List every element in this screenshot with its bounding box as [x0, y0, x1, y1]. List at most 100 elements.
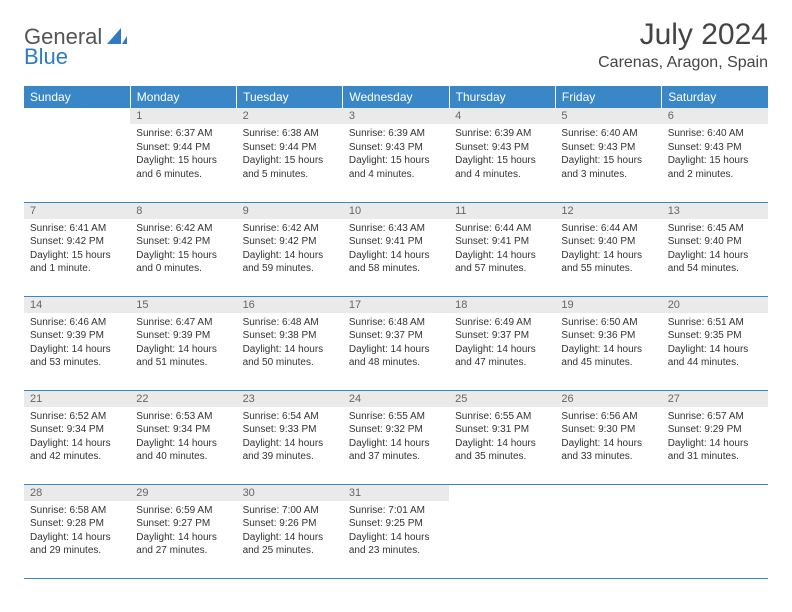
sunrise-text: Sunrise: 6:52 AM	[30, 410, 124, 424]
day-number: 16	[237, 297, 343, 313]
month-title: July 2024	[598, 18, 768, 52]
sunset-text: Sunset: 9:37 PM	[455, 329, 549, 343]
day-body	[662, 501, 768, 561]
day-number: 2	[237, 108, 343, 124]
daylight-text: Daylight: 14 hours and 37 minutes.	[349, 437, 443, 464]
daylight-text: Daylight: 14 hours and 54 minutes.	[668, 249, 762, 276]
calendar-day-cell: 30Sunrise: 7:00 AMSunset: 9:26 PMDayligh…	[237, 484, 343, 578]
weekday-header: Saturday	[662, 86, 768, 108]
sunrise-text: Sunrise: 6:42 AM	[243, 222, 337, 236]
day-body: Sunrise: 6:44 AMSunset: 9:41 PMDaylight:…	[449, 219, 555, 280]
sunrise-text: Sunrise: 6:58 AM	[30, 504, 124, 518]
calendar-day-cell: 7Sunrise: 6:41 AMSunset: 9:42 PMDaylight…	[24, 202, 130, 296]
day-body: Sunrise: 6:44 AMSunset: 9:40 PMDaylight:…	[555, 219, 661, 280]
weekday-header: Sunday	[24, 86, 130, 108]
daylight-text: Daylight: 14 hours and 40 minutes.	[136, 437, 230, 464]
day-body: Sunrise: 6:51 AMSunset: 9:35 PMDaylight:…	[662, 313, 768, 374]
day-body: Sunrise: 6:50 AMSunset: 9:36 PMDaylight:…	[555, 313, 661, 374]
calendar-day-cell: 18Sunrise: 6:49 AMSunset: 9:37 PMDayligh…	[449, 296, 555, 390]
day-number: 29	[130, 485, 236, 501]
calendar-day-cell: 9 Sunrise: 6:42 AMSunset: 9:42 PMDaylight…	[237, 202, 343, 296]
day-body: Sunrise: 6:59 AMSunset: 9:27 PMDaylight:…	[130, 501, 236, 562]
calendar-day-cell: 22Sunrise: 6:53 AMSunset: 9:34 PMDayligh…	[130, 390, 236, 484]
calendar-day-cell: 24Sunrise: 6:55 AMSunset: 9:32 PMDayligh…	[343, 390, 449, 484]
sunset-text: Sunset: 9:43 PM	[455, 141, 549, 155]
calendar-day-cell: 23Sunrise: 6:54 AMSunset: 9:33 PMDayligh…	[237, 390, 343, 484]
day-body: Sunrise: 6:39 AMSunset: 9:43 PMDaylight:…	[449, 124, 555, 185]
daylight-text: Daylight: 15 hours and 2 minutes.	[668, 154, 762, 181]
sunrise-text: Sunrise: 6:51 AM	[668, 316, 762, 330]
day-body: Sunrise: 6:45 AMSunset: 9:40 PMDaylight:…	[662, 219, 768, 280]
day-body: Sunrise: 6:43 AMSunset: 9:41 PMDaylight:…	[343, 219, 449, 280]
day-number: 12	[555, 203, 661, 219]
daylight-text: Daylight: 15 hours and 4 minutes.	[455, 154, 549, 181]
day-body: Sunrise: 6:42 AMSunset: 9:42 PMDaylight:…	[130, 219, 236, 280]
calendar-day-cell: 6Sunrise: 6:40 AMSunset: 9:43 PMDaylight…	[662, 108, 768, 202]
daylight-text: Daylight: 14 hours and 23 minutes.	[349, 531, 443, 558]
sunrise-text: Sunrise: 6:38 AM	[243, 127, 337, 141]
daylight-text: Daylight: 15 hours and 6 minutes.	[136, 154, 230, 181]
calendar-day-cell: 19Sunrise: 6:50 AMSunset: 9:36 PMDayligh…	[555, 296, 661, 390]
day-body: Sunrise: 6:58 AMSunset: 9:28 PMDaylight:…	[24, 501, 130, 562]
calendar-day-cell: 15Sunrise: 6:47 AMSunset: 9:39 PMDayligh…	[130, 296, 236, 390]
day-number: 21	[24, 391, 130, 407]
calendar-day-cell: 4Sunrise: 6:39 AMSunset: 9:43 PMDaylight…	[449, 108, 555, 202]
day-number: 1	[130, 108, 236, 124]
sunrise-text: Sunrise: 6:49 AM	[455, 316, 549, 330]
day-number: 24	[343, 391, 449, 407]
day-body: Sunrise: 6:47 AMSunset: 9:39 PMDaylight:…	[130, 313, 236, 374]
day-number: 9	[237, 203, 343, 219]
weekday-header-row: Sunday Monday Tuesday Wednesday Thursday…	[24, 86, 768, 108]
day-body: Sunrise: 6:49 AMSunset: 9:37 PMDaylight:…	[449, 313, 555, 374]
day-number	[662, 485, 768, 501]
sunset-text: Sunset: 9:29 PM	[668, 423, 762, 437]
daylight-text: Daylight: 14 hours and 31 minutes.	[668, 437, 762, 464]
sunset-text: Sunset: 9:37 PM	[349, 329, 443, 343]
sunrise-text: Sunrise: 6:39 AM	[349, 127, 443, 141]
logo-text-blue: Blue	[24, 44, 68, 70]
daylight-text: Daylight: 14 hours and 59 minutes.	[243, 249, 337, 276]
day-body: Sunrise: 6:46 AMSunset: 9:39 PMDaylight:…	[24, 313, 130, 374]
sunrise-text: Sunrise: 6:55 AM	[349, 410, 443, 424]
calendar-day-cell	[24, 108, 130, 202]
sunset-text: Sunset: 9:43 PM	[561, 141, 655, 155]
calendar-day-cell	[555, 484, 661, 578]
daylight-text: Daylight: 15 hours and 0 minutes.	[136, 249, 230, 276]
daylight-text: Daylight: 14 hours and 29 minutes.	[30, 531, 124, 558]
daylight-text: Daylight: 14 hours and 47 minutes.	[455, 343, 549, 370]
calendar-day-cell: 20Sunrise: 6:51 AMSunset: 9:35 PMDayligh…	[662, 296, 768, 390]
daylight-text: Daylight: 15 hours and 4 minutes.	[349, 154, 443, 181]
sunrise-text: Sunrise: 6:42 AM	[136, 222, 230, 236]
day-number: 31	[343, 485, 449, 501]
calendar-week-row: 1Sunrise: 6:37 AMSunset: 9:44 PMDaylight…	[24, 108, 768, 202]
sunset-text: Sunset: 9:32 PM	[349, 423, 443, 437]
sunrise-text: Sunrise: 6:44 AM	[455, 222, 549, 236]
sunrise-text: Sunrise: 6:40 AM	[561, 127, 655, 141]
sunrise-text: Sunrise: 6:47 AM	[136, 316, 230, 330]
day-number: 13	[662, 203, 768, 219]
sunrise-text: Sunrise: 6:41 AM	[30, 222, 124, 236]
sunrise-text: Sunrise: 6:44 AM	[561, 222, 655, 236]
daylight-text: Daylight: 14 hours and 45 minutes.	[561, 343, 655, 370]
daylight-text: Daylight: 14 hours and 35 minutes.	[455, 437, 549, 464]
day-number: 6	[662, 108, 768, 124]
daylight-text: Daylight: 15 hours and 3 minutes.	[561, 154, 655, 181]
calendar-day-cell: 11Sunrise: 6:44 AMSunset: 9:41 PMDayligh…	[449, 202, 555, 296]
day-number: 25	[449, 391, 555, 407]
calendar-day-cell: 27Sunrise: 6:57 AMSunset: 9:29 PMDayligh…	[662, 390, 768, 484]
day-number: 3	[343, 108, 449, 124]
calendar-day-cell: 10Sunrise: 6:43 AMSunset: 9:41 PMDayligh…	[343, 202, 449, 296]
day-body	[449, 501, 555, 561]
day-number: 18	[449, 297, 555, 313]
sunrise-text: Sunrise: 6:54 AM	[243, 410, 337, 424]
location: Carenas, Aragon, Spain	[598, 54, 768, 72]
day-body: Sunrise: 6:37 AMSunset: 9:44 PMDaylight:…	[130, 124, 236, 185]
day-body: Sunrise: 7:00 AMSunset: 9:26 PMDaylight:…	[237, 501, 343, 562]
sunset-text: Sunset: 9:25 PM	[349, 517, 443, 531]
daylight-text: Daylight: 14 hours and 55 minutes.	[561, 249, 655, 276]
day-body: Sunrise: 6:41 AMSunset: 9:42 PMDaylight:…	[24, 219, 130, 280]
sunset-text: Sunset: 9:33 PM	[243, 423, 337, 437]
day-body: Sunrise: 6:55 AMSunset: 9:32 PMDaylight:…	[343, 407, 449, 468]
calendar-day-cell	[449, 484, 555, 578]
sunset-text: Sunset: 9:42 PM	[243, 235, 337, 249]
